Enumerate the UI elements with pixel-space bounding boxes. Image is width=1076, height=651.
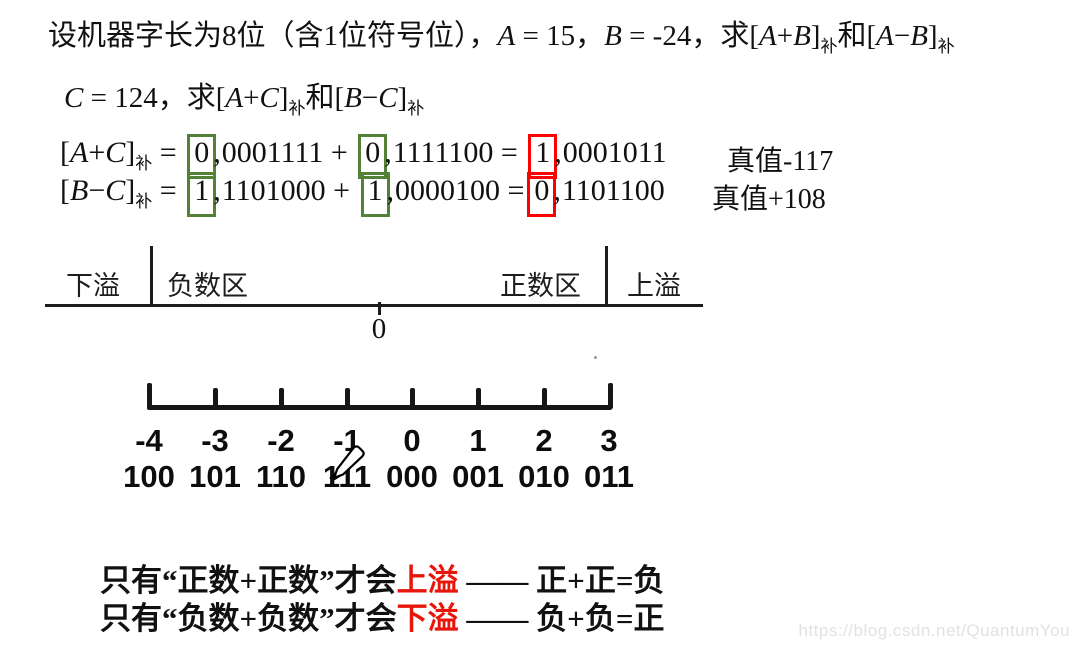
decimal-label: 3 [600, 423, 618, 458]
decimal-label: -3 [201, 423, 229, 458]
complement-subscript: 补 [288, 99, 306, 118]
decimal-label: -2 [267, 423, 295, 458]
binary-label: 100 [123, 459, 175, 494]
magnitude-bits: 1111100 [392, 136, 494, 169]
overflow-highlight: 上溢 [396, 563, 459, 598]
axis-line [45, 304, 703, 307]
dot-artifact [594, 356, 597, 359]
overflow-boundary-bar [605, 246, 608, 307]
negative-region-label: 负数区 [167, 271, 248, 301]
title-text: 设机器字长为8位（含1位符号位）， [48, 20, 498, 52]
decimal-label: 0 [403, 423, 421, 458]
sign-separator: , [554, 136, 562, 169]
true-value-2: 真值+108 [712, 184, 826, 215]
binary-label: 000 [386, 459, 438, 494]
underflow-label: 下溢 [66, 271, 120, 301]
complement-subscript: 补 [135, 154, 153, 173]
zero-tick [378, 302, 381, 315]
complement-subscript: 补 [937, 37, 955, 56]
binary-label: 110 [255, 459, 306, 494]
conclusion-overflow: 只有“正数+正数”才会上溢 —— 正+正=负 [100, 563, 665, 598]
sign-bit-box-green: 1 [360, 172, 390, 217]
underflow-boundary-bar [150, 246, 153, 307]
overflow-label: 上溢 [627, 271, 681, 301]
zero-label: 0 [371, 313, 387, 345]
sign-bit-box-red: 1 [528, 134, 558, 179]
magnitude-bits: 0001011 [562, 136, 667, 169]
sign-bit-box-green: 0 [358, 134, 388, 179]
sign-bit-box-red: 0 [527, 172, 557, 217]
var-c: C [64, 82, 84, 114]
sign-separator: , [386, 174, 395, 207]
equation-b-minus-c: [B−C]补 = 1,1101000 + 1,0000100 = 0,110110… [60, 172, 665, 217]
sign-bit-box-green: 0 [187, 134, 217, 179]
decimal-label: 1 [469, 423, 487, 458]
sign-separator: , [553, 174, 561, 207]
binary-label: 011 [583, 459, 634, 494]
magnitude-bits: 0000100 [395, 174, 500, 207]
ruler-baseline [147, 405, 612, 410]
ruler-tick [607, 383, 613, 409]
binary-label: 001 [452, 459, 504, 494]
watermark-url: https://blog.csdn.net/QuantumYou [798, 621, 1070, 640]
equation-a-plus-c: [A+C]补 = 0,0001111 + 0,1111100 = 1,00010… [60, 134, 667, 179]
magnitude-bits: 0001111 [221, 136, 324, 169]
decimal-label: 2 [535, 423, 553, 458]
ruler-tick [278, 388, 284, 409]
binary-label: 101 [189, 459, 241, 494]
complement-subscript: 补 [407, 99, 425, 118]
magnitude-bits: 1101100 [561, 174, 665, 207]
problem-statement-line1: 设机器字长为8位（含1位符号位），A = 15，B = -24，求[A+B]补和… [48, 20, 955, 56]
underflow-highlight: 下溢 [396, 601, 459, 636]
sign-separator: , [384, 136, 392, 169]
pen-cursor-icon [326, 443, 368, 481]
true-value-1: 真值-117 [727, 146, 834, 177]
complement-subscript: 补 [820, 37, 838, 56]
complement-subscript: 补 [135, 192, 153, 211]
sign-bit-box-green: 1 [187, 172, 217, 217]
sign-separator: , [213, 174, 221, 207]
var-a: A [497, 20, 516, 52]
conclusion-underflow: 只有“负数+负数”才会下溢 —— 负+负=正 [100, 601, 665, 636]
binary-label: 010 [518, 459, 570, 494]
magnitude-bits: 1101000 [221, 174, 326, 207]
ruler-tick [344, 388, 350, 409]
decimal-label: -4 [135, 423, 163, 458]
sign-separator: , [213, 136, 221, 169]
ruler-tick [410, 388, 415, 409]
var-b: B [604, 20, 622, 52]
problem-statement-line2: C = 124，求[A+C]补和[B−C]补 [64, 82, 425, 118]
ruler-tick [476, 388, 481, 409]
ruler-tick [147, 383, 152, 409]
positive-region-label: 正数区 [500, 271, 581, 301]
ruler-tick [542, 388, 547, 409]
ruler-tick [212, 388, 218, 409]
